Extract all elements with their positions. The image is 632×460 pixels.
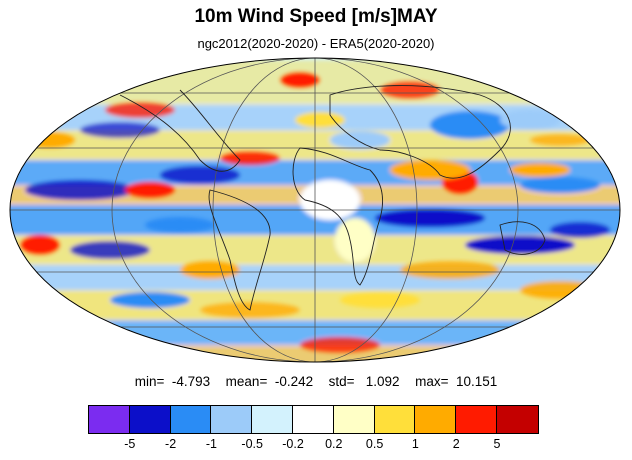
colorbar-swatch <box>333 406 375 433</box>
colorbar-tick-label: 5 <box>493 437 501 451</box>
plot-subtitle: ngc2012(2020-2020) - ERA5(2020-2020) <box>197 36 435 51</box>
colorbar-swatch <box>89 406 130 433</box>
colorbar-swatch <box>292 406 334 433</box>
colorbar-swatch <box>496 406 538 433</box>
stat-max: max= 10.151 <box>415 374 498 389</box>
colorbar-tick-label: -2 <box>165 437 177 451</box>
coastlines <box>119 85 546 311</box>
stat-mean: mean= -0.242 <box>225 374 314 389</box>
statistics-line: min= -4.793 mean= -0.242 std= 1.092 max=… <box>0 374 632 389</box>
colorbar-tick-label: -5 <box>124 437 136 451</box>
colorbar-swatch <box>456 406 497 433</box>
colorbar-tick-label: 0.5 <box>365 437 384 451</box>
colorbar-swatch <box>211 406 253 433</box>
colorbar-tick-label: -0.5 <box>241 437 263 451</box>
colorbar-swatch <box>170 406 212 433</box>
stat-std: std= 1.092 <box>328 374 400 389</box>
map-field <box>10 58 620 362</box>
colorbar-swatch <box>129 406 171 433</box>
colorbar-swatch <box>374 406 416 433</box>
plot-title: 10m Wind Speed [m/s]MAY <box>194 6 438 27</box>
colorbar <box>88 405 539 434</box>
colorbar-swatch <box>415 406 457 433</box>
colorbar-tick-label: 0.2 <box>325 437 343 451</box>
colorbar-swatch <box>252 406 293 433</box>
stat-min: min= -4.793 <box>134 374 211 389</box>
globe-outline <box>9 57 621 363</box>
colorbar-tick-label: -0.2 <box>282 437 304 451</box>
colorbar-ticks: -5 -2 -1 -0.5 -0.2 0.2 0.5 1 2 5 <box>0 437 632 455</box>
colorbar-tick-label: 2 <box>452 437 460 451</box>
colorbar-tick-label: -1 <box>205 437 217 451</box>
colorbar-tick-label: 1 <box>411 437 419 451</box>
